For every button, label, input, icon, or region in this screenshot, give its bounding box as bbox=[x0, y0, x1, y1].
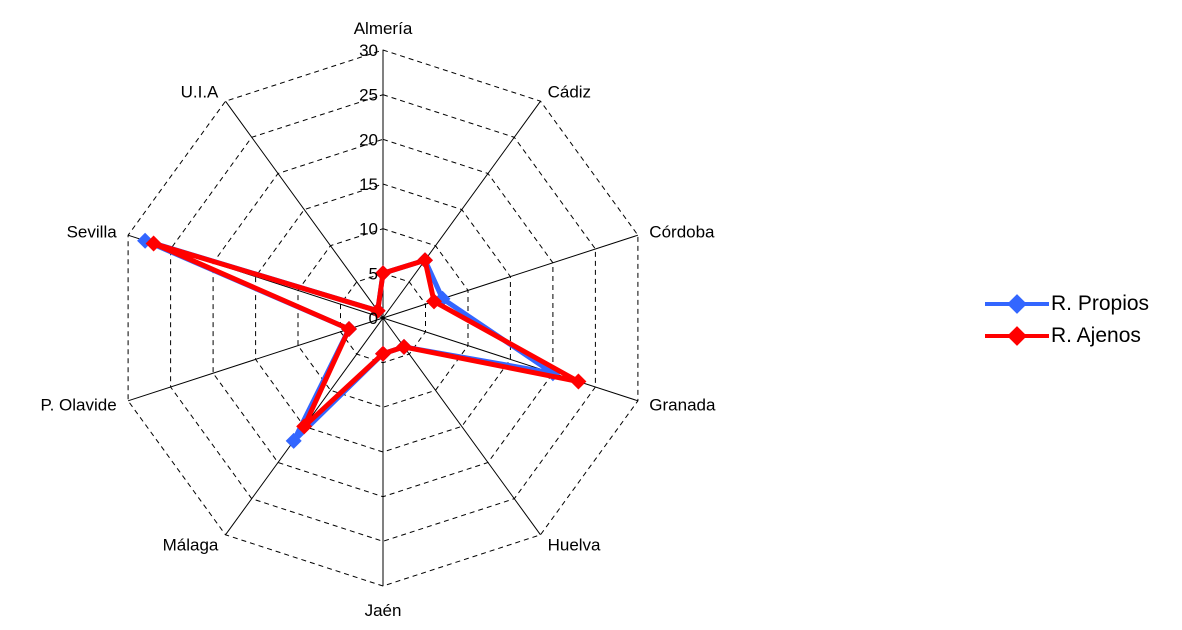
series-line-r-ajenos bbox=[151, 241, 581, 429]
radar-series bbox=[137, 232, 587, 449]
category-label-u-i-a: U.I.A bbox=[181, 83, 219, 102]
category-label-almeria: Almería bbox=[354, 19, 413, 38]
category-label-granada: Granada bbox=[649, 396, 716, 415]
legend-item-r-ajenos: R. Ajenos bbox=[985, 320, 1149, 352]
point-r-ajenos-p-olavide bbox=[341, 321, 357, 337]
tick-label-10: 10 bbox=[359, 220, 378, 239]
point-r-ajenos-granada bbox=[570, 373, 587, 390]
legend-marker bbox=[1007, 294, 1027, 314]
axis-spoke-huelva bbox=[382, 317, 541, 536]
point-r-propios-malaga bbox=[285, 432, 302, 449]
axis-spoke-cadiz bbox=[382, 100, 541, 319]
tick-label-5: 5 bbox=[369, 264, 378, 283]
axis-spoke-granada bbox=[382, 317, 639, 402]
axis-spoke-cordoba bbox=[382, 234, 639, 319]
legend-swatch-r-ajenos-icon bbox=[985, 326, 1049, 346]
tick-label-25: 25 bbox=[359, 86, 378, 105]
category-label-huelva: Huelva bbox=[548, 536, 601, 555]
point-r-ajenos-u-i-a bbox=[369, 302, 386, 319]
point-r-ajenos-cadiz bbox=[417, 252, 433, 269]
point-r-ajenos-cordoba bbox=[426, 293, 442, 310]
category-label-jaen: Jaén bbox=[365, 601, 402, 620]
legend-item-r-propios: R. Propios bbox=[985, 288, 1149, 320]
category-label-sevilla: Sevilla bbox=[67, 223, 118, 242]
chart-legend: R. Propios R. Ajenos bbox=[985, 288, 1149, 352]
legend-swatch-r-propios-icon bbox=[985, 294, 1049, 314]
legend-label-r-ajenos: R. Ajenos bbox=[1051, 324, 1141, 347]
category-label-malaga: Málaga bbox=[163, 536, 219, 555]
tick-label-15: 15 bbox=[359, 175, 378, 194]
category-label-cadiz: Cádiz bbox=[548, 83, 591, 102]
legend-label-r-propios: R. Propios bbox=[1051, 292, 1150, 315]
tick-label-0: 0 bbox=[369, 309, 378, 328]
radar-labels: 0 5 10 15 20 25 30 Almería Cádiz Córdoba Granada Hu… bbox=[40, 19, 716, 620]
tick-label-30: 30 bbox=[359, 41, 378, 60]
point-r-ajenos-almeria bbox=[375, 265, 391, 282]
point-r-ajenos-jaen bbox=[375, 345, 391, 362]
axis-spoke-p-olavide bbox=[127, 317, 384, 402]
point-r-ajenos-malaga bbox=[296, 418, 313, 435]
axis-spoke-u-i-a bbox=[225, 100, 384, 319]
series-r-ajenos bbox=[145, 235, 587, 435]
point-r-ajenos-huelva bbox=[396, 338, 412, 355]
gridline-10 bbox=[297, 228, 469, 408]
point-r-ajenos-sevilla bbox=[145, 235, 162, 252]
category-label-p-olavide: P. Olavide bbox=[40, 396, 116, 415]
category-label-cordoba: Córdoba bbox=[649, 223, 715, 242]
legend-marker bbox=[1007, 326, 1027, 346]
tick-label-20: 20 bbox=[359, 130, 378, 149]
